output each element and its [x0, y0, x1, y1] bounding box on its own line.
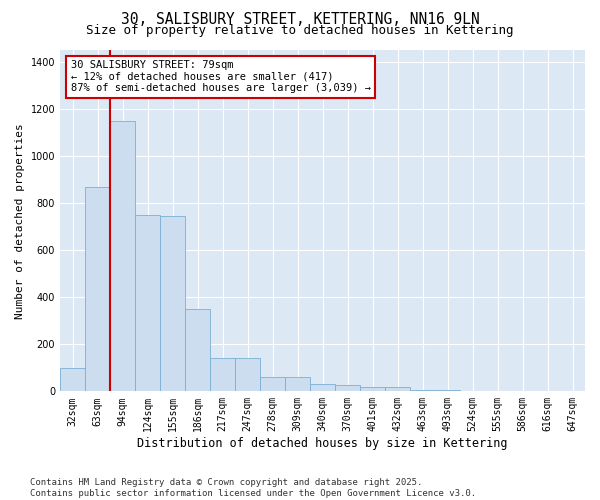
X-axis label: Distribution of detached houses by size in Kettering: Distribution of detached houses by size … — [137, 437, 508, 450]
Bar — [460, 390, 485, 392]
Bar — [485, 390, 510, 392]
Y-axis label: Number of detached properties: Number of detached properties — [15, 123, 25, 318]
Text: 30 SALISBURY STREET: 79sqm
← 12% of detached houses are smaller (417)
87% of sem: 30 SALISBURY STREET: 79sqm ← 12% of deta… — [71, 60, 371, 94]
Bar — [310, 384, 335, 392]
Bar — [335, 386, 360, 392]
Bar — [235, 358, 260, 392]
Bar — [110, 120, 135, 392]
Text: 30, SALISBURY STREET, KETTERING, NN16 9LN: 30, SALISBURY STREET, KETTERING, NN16 9L… — [121, 12, 479, 28]
Bar — [60, 368, 85, 392]
Bar — [160, 216, 185, 392]
Bar — [385, 387, 410, 392]
Bar — [185, 309, 210, 392]
Bar — [410, 390, 435, 392]
Text: Contains HM Land Registry data © Crown copyright and database right 2025.
Contai: Contains HM Land Registry data © Crown c… — [30, 478, 476, 498]
Bar — [360, 387, 385, 392]
Bar — [285, 377, 310, 392]
Text: Size of property relative to detached houses in Kettering: Size of property relative to detached ho… — [86, 24, 514, 37]
Bar — [435, 390, 460, 392]
Bar — [210, 358, 235, 392]
Bar — [85, 186, 110, 392]
Bar — [260, 377, 285, 392]
Bar — [135, 215, 160, 392]
